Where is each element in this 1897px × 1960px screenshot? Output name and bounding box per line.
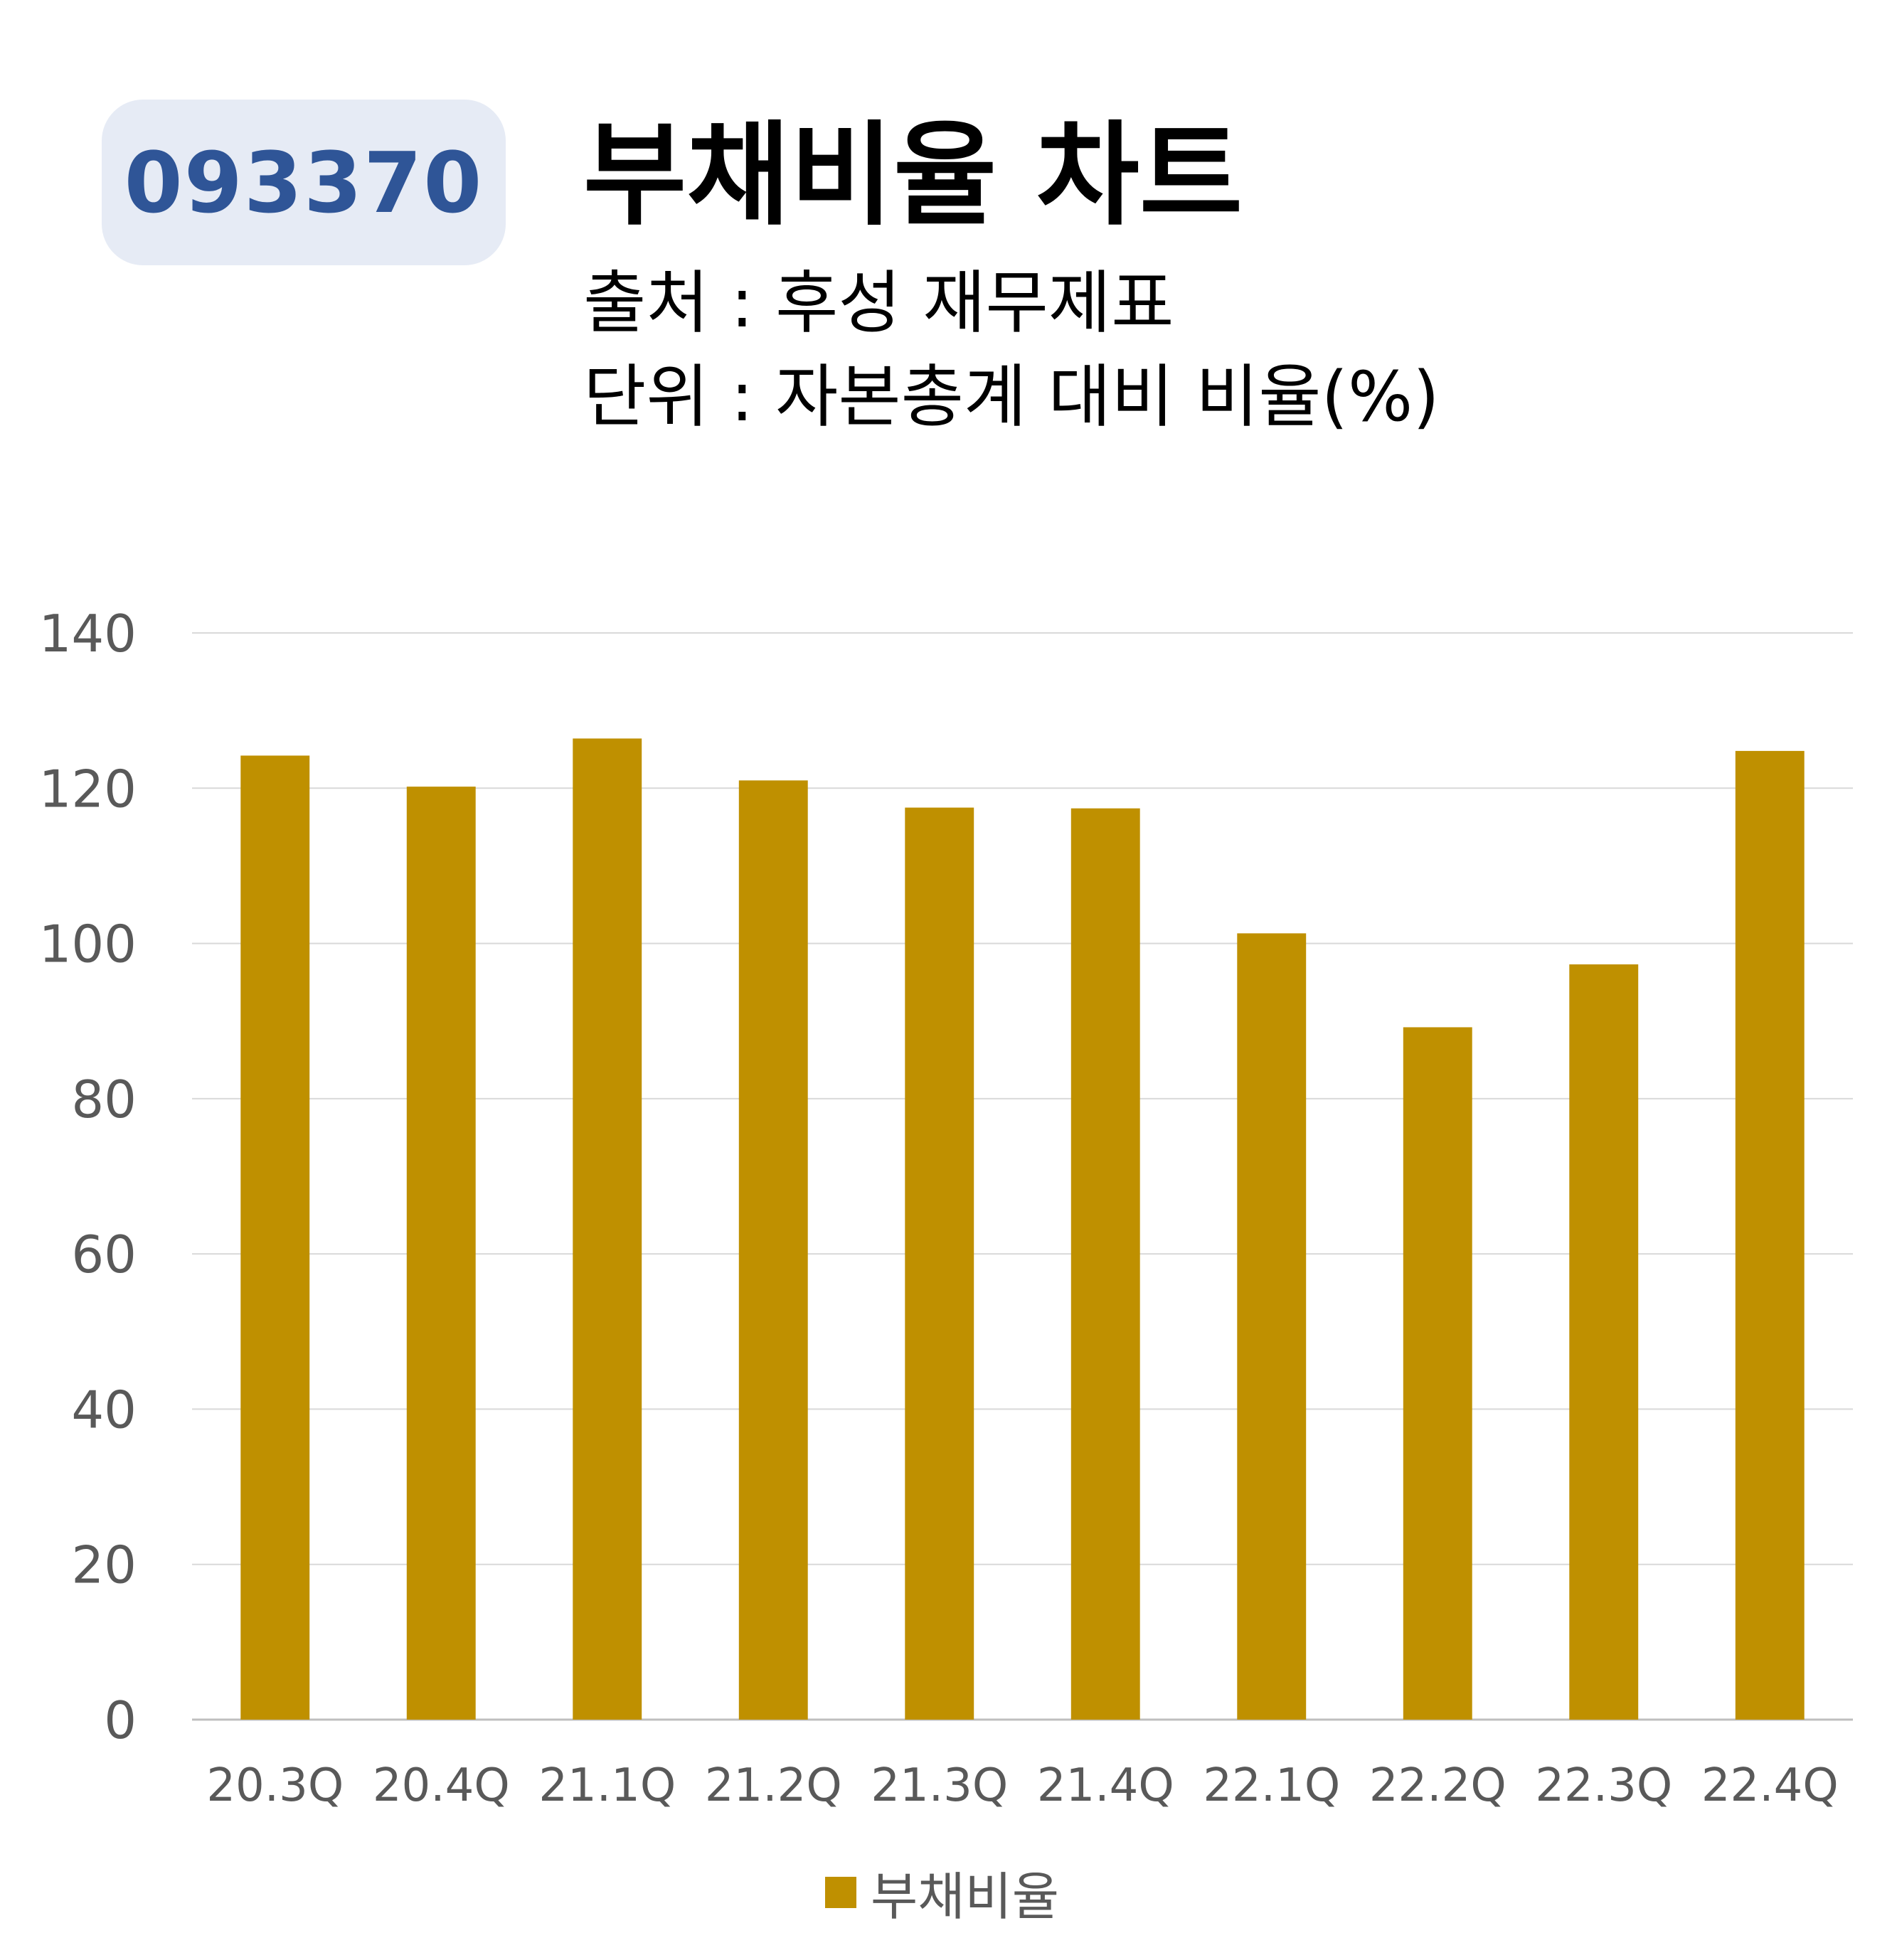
bar-21.2Q xyxy=(738,780,808,1720)
x-tick-label: 22.3Q xyxy=(1535,1759,1672,1812)
bar-22.3Q xyxy=(1569,964,1639,1720)
bars xyxy=(240,738,1805,1720)
bar-20.3Q xyxy=(240,755,310,1720)
bar-22.1Q xyxy=(1237,933,1307,1720)
bar-22.4Q xyxy=(1735,750,1805,1720)
x-tick-label: 22.4Q xyxy=(1701,1759,1839,1812)
x-tick-label: 22.1Q xyxy=(1203,1759,1340,1812)
bar-21.1Q xyxy=(573,738,642,1720)
y-tick-label: 100 xyxy=(39,915,137,974)
x-tick-label: 21.3Q xyxy=(871,1759,1008,1812)
x-axis-ticks: 20.3Q 20.4Q 21.1Q 21.2Q 21.3Q 21.4Q 22.1Q 22.2Q… xyxy=(206,1759,1838,1812)
chart-title: 부채비율 차트 xyxy=(583,110,1243,241)
y-tick-label: 0 xyxy=(104,1690,137,1750)
y-tick-label: 40 xyxy=(71,1380,137,1439)
bar-22.2Q xyxy=(1403,1027,1472,1720)
x-tick-label: 21.2Q xyxy=(705,1759,842,1812)
x-tick-label: 21.4Q xyxy=(1037,1759,1174,1812)
ticker-code: 093370 xyxy=(124,133,484,232)
legend-swatch xyxy=(825,1876,856,1908)
ticker-badge: 093370 xyxy=(102,100,506,265)
legend: 부채비율 xyxy=(825,1855,1059,1929)
unit-text: 단위 : 자본총계 대비 비율(%) xyxy=(583,357,1440,437)
y-tick-label: 80 xyxy=(71,1070,137,1129)
x-tick-label: 22.2Q xyxy=(1369,1759,1507,1812)
x-tick-label: 20.3Q xyxy=(206,1759,344,1812)
y-tick-label: 20 xyxy=(71,1535,137,1595)
x-tick-label: 20.4Q xyxy=(373,1759,510,1812)
y-tick-label: 120 xyxy=(39,759,137,819)
legend-label: 부채비율 xyxy=(871,1867,1059,1927)
source-text: 출처 : 후성 재무제표 xyxy=(583,263,1174,343)
y-axis-ticks: 0 20 40 60 80 100 120 140 xyxy=(39,604,137,1750)
x-tick-label: 21.1Q xyxy=(538,1759,676,1812)
bar-21.3Q xyxy=(905,807,974,1720)
y-tick-label: 60 xyxy=(71,1225,137,1284)
y-tick-label: 140 xyxy=(39,604,137,664)
bar-20.4Q xyxy=(406,787,476,1720)
bar-21.4Q xyxy=(1070,808,1140,1720)
